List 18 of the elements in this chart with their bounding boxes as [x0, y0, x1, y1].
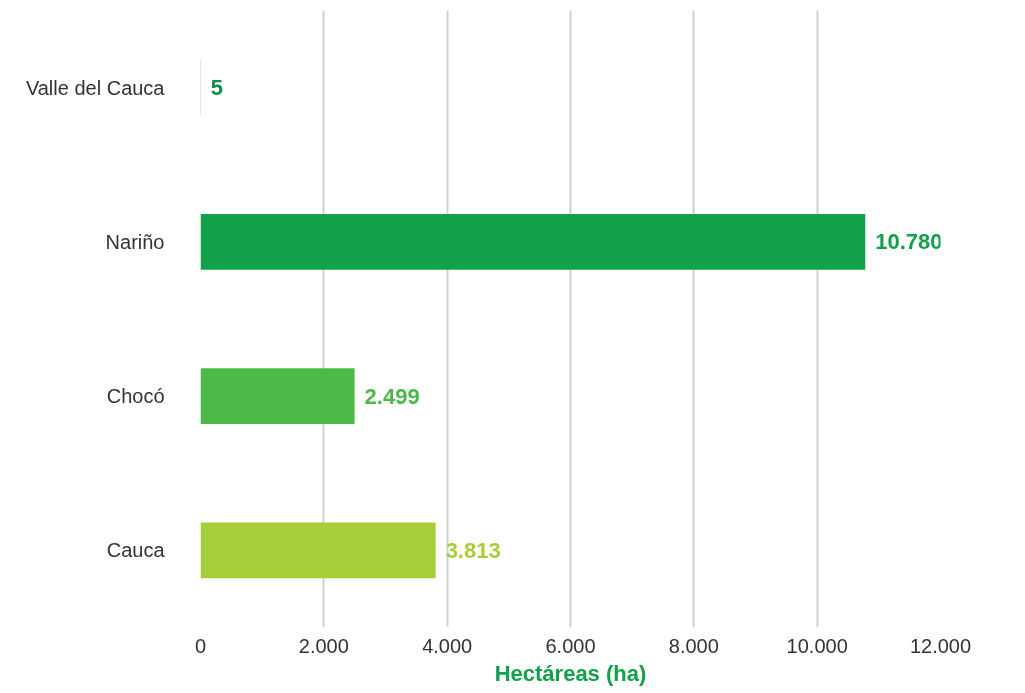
x-tick-label: 6.000 — [545, 634, 596, 657]
y-tick-label: Valle del Cauca — [25, 76, 166, 99]
x-tick-label: 12.000 — [909, 634, 972, 657]
bar — [200, 368, 355, 424]
y-tick-label: Cauca — [106, 539, 166, 562]
bar — [200, 214, 866, 270]
data-label: 2.499 — [364, 383, 420, 409]
bar — [200, 522, 436, 579]
x-tick-label: 0 — [194, 634, 207, 657]
x-axis-title: Hectáreas (ha) — [494, 660, 647, 686]
data-label: 3.813 — [445, 537, 501, 563]
y-tick-label: Chocó — [106, 385, 165, 408]
y-tick-label: Nariño — [105, 230, 165, 253]
data-label: 5 — [210, 75, 224, 101]
x-tick-label: 2.000 — [298, 634, 349, 657]
x-tick-label: 10.000 — [786, 634, 848, 657]
x-tick-label: 8.000 — [668, 634, 719, 657]
x-tick-label: 4.000 — [422, 634, 473, 657]
